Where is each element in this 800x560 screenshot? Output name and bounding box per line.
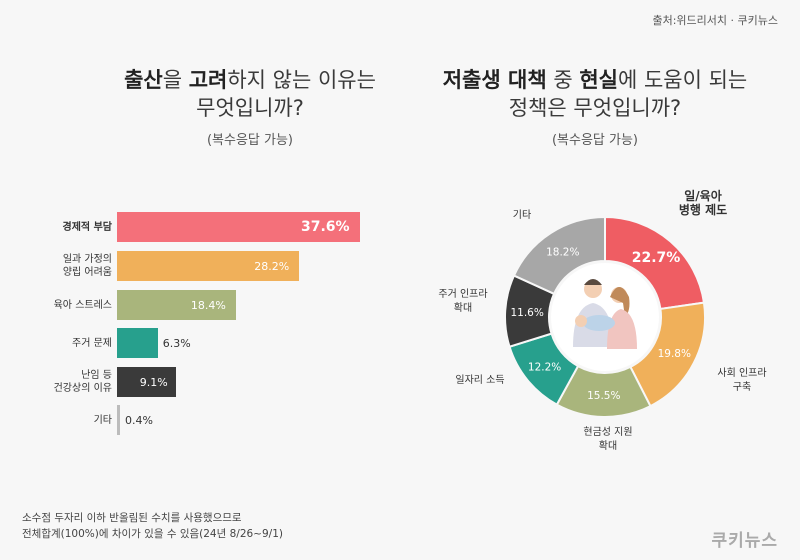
cookie-news-logo: 쿠키뉴스 — [711, 531, 778, 551]
bar-category-label-line: 일과 가정의 — [62, 254, 112, 265]
bar-category-label-line: 난임 등 — [81, 370, 112, 381]
bar-category-label-line: 건강상의 이유 — [53, 383, 112, 394]
donut-value-label: 15.5% — [587, 390, 620, 402]
donut-category-label: 일자리 소득 — [455, 374, 504, 386]
bar — [117, 405, 120, 435]
right-subtitle: (복수응답 가능) — [551, 133, 639, 148]
bar-category-label: 주거 문제 — [0, 337, 112, 350]
bar-category-label-line: 주거 문제 — [72, 337, 112, 349]
donut-category-label: 주거 인프라 — [438, 288, 487, 300]
left-title-line2: 무엇입니까? — [196, 96, 304, 120]
title-part: 출산 — [124, 68, 163, 92]
bar-category-label-line: 양립 어려움 — [62, 267, 112, 278]
donut-category-label: 병행 제도 — [679, 202, 727, 217]
bar-value-label: 9.1% — [139, 375, 168, 389]
bar — [117, 251, 300, 281]
bar-category-label: 경제적 부담 — [0, 221, 112, 234]
right-title-line1: 저출생 대책 중 현실에 도움이 되는 — [400, 66, 790, 94]
donut-category-label: 사회 인프라 — [717, 367, 766, 379]
family-illustration — [551, 263, 659, 371]
title-part: 하지 않는 이유는 — [227, 68, 376, 92]
donut-slice — [512, 215, 606, 296]
bar — [117, 212, 360, 242]
donut-category-label: 현금성 지원 — [583, 426, 632, 438]
donut-value-label: 12.2% — [528, 361, 561, 373]
title-part: 현실 — [579, 68, 618, 92]
donut-category-label: 구축 — [733, 381, 751, 393]
donut-value-label: 22.7% — [632, 250, 681, 266]
donut-category-label: 확대 — [599, 440, 617, 452]
footnote-line: 전체합계(100%)에 차이가 있을 수 있음(24년 8/26~9/1) — [22, 528, 283, 540]
bar — [117, 328, 158, 358]
footnote-line: 소수점 두자리 이하 반올림된 수치를 사용했으므로 — [22, 512, 242, 524]
donut-slice — [604, 215, 706, 311]
bar-value-label: 28.2% — [254, 259, 290, 273]
bar — [117, 290, 236, 320]
bar-category-label-line: 육아 스트레스 — [53, 299, 112, 311]
donut-category-label: 기타 — [513, 209, 531, 221]
bar-value-label: 37.6% — [301, 219, 350, 235]
title-part: 고려 — [188, 68, 228, 92]
bar-category-label: 육아 스트레스 — [0, 299, 112, 312]
title-part: 저출생 대책 — [442, 68, 547, 92]
title-part: 에 도움이 되는 — [617, 68, 748, 92]
donut-value-label: 11.6% — [510, 307, 543, 319]
bar-category-label: 기타 — [0, 414, 112, 427]
bar-value-label: 0.4% — [125, 413, 153, 427]
bar-value-label: 6.3% — [162, 336, 191, 350]
bar — [117, 367, 176, 397]
title-part: 중 — [546, 68, 580, 92]
donut-category-label: 일/육아 — [684, 188, 722, 203]
bar-category-label-line: 경제적 부담 — [62, 221, 112, 233]
right-chart-title: 저출생 대책 중 현실에 도움이 되는 정책은 무엇입니까? (복수응답 가능) — [400, 66, 790, 150]
left-chart-title: 출산을 고려하지 않는 이유는 무엇입니까? (복수응답 가능) — [80, 66, 420, 150]
right-title-line2: 정책은 무엇입니까? — [508, 96, 682, 120]
title-part: 을 — [162, 68, 189, 92]
footnote: 소수점 두자리 이하 반올림된 수치를 사용했으므로 전체합계(100%)에 차… — [22, 510, 283, 542]
bar-value-label: 18.4% — [190, 298, 226, 312]
bar-category-label-line: 기타 — [93, 414, 112, 426]
left-title-line1: 출산을 고려하지 않는 이유는 — [80, 66, 420, 94]
left-subtitle: (복수응답 가능) — [206, 133, 294, 148]
donut-value-label: 18.2% — [546, 246, 579, 258]
source-label: 출처:위드리서치 · 쿠키뉴스 — [652, 14, 778, 27]
donut-category-label: 확대 — [454, 302, 472, 314]
donut-value-label: 19.8% — [658, 348, 691, 360]
